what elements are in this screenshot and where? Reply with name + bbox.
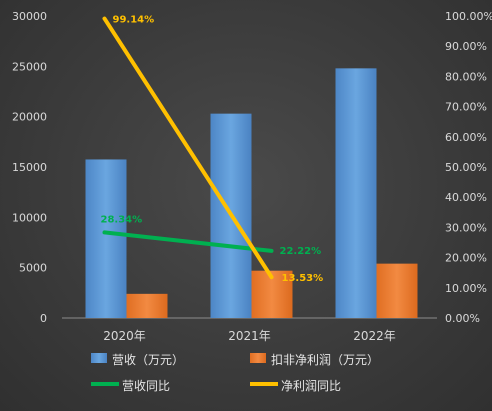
x-tick-label: 2022年 — [353, 329, 396, 343]
legend-label: 净利润同比 — [281, 379, 341, 393]
legend-label: 营收同比 — [122, 379, 170, 393]
x-tick-label: 2021年 — [228, 329, 271, 343]
legend-label: 扣非净利润（万元） — [271, 353, 379, 367]
y-left-tick-label: 20000 — [12, 111, 47, 124]
y-right-tick-label: 60.00% — [445, 131, 487, 144]
series-line — [102, 230, 274, 253]
data-label: 22.22% — [280, 246, 322, 257]
y-left-tick-label: 10000 — [12, 211, 47, 224]
y-left-tick-label: 25000 — [12, 60, 47, 73]
y-right-tick-label: 30.00% — [445, 221, 487, 234]
bar — [85, 159, 127, 318]
x-tick-label: 2020年 — [103, 329, 146, 343]
y-left-tick-label: 15000 — [12, 161, 47, 174]
y-right-tick-label: 90.00% — [445, 40, 487, 53]
y-right-tick-label: 20.00% — [445, 252, 487, 265]
legend-label: 营收（万元） — [112, 353, 184, 367]
y-right-tick-label: 70.00% — [445, 101, 487, 114]
y-left-tick-label: 5000 — [19, 262, 47, 275]
bar — [126, 293, 168, 318]
y-right-tick-label: 80.00% — [445, 70, 487, 83]
bar — [376, 263, 418, 318]
y-right-tick-label: 40.00% — [445, 191, 487, 204]
y-left-tick-label: 30000 — [12, 10, 47, 23]
y-right-tick-label: 0.00% — [445, 312, 480, 325]
data-label: 28.34% — [101, 214, 143, 225]
y-right-tick-label: 50.00% — [445, 161, 487, 174]
legend-swatch — [91, 353, 107, 363]
legend-swatch — [250, 353, 266, 363]
y-right-tick-label: 10.00% — [445, 282, 487, 295]
series-line — [102, 16, 274, 280]
y-right-tick-label: 100.00% — [445, 10, 492, 23]
bar — [335, 68, 377, 318]
data-label: 13.53% — [282, 273, 324, 284]
data-label: 99.14% — [113, 15, 155, 26]
y-left-tick-label: 0 — [40, 312, 47, 325]
